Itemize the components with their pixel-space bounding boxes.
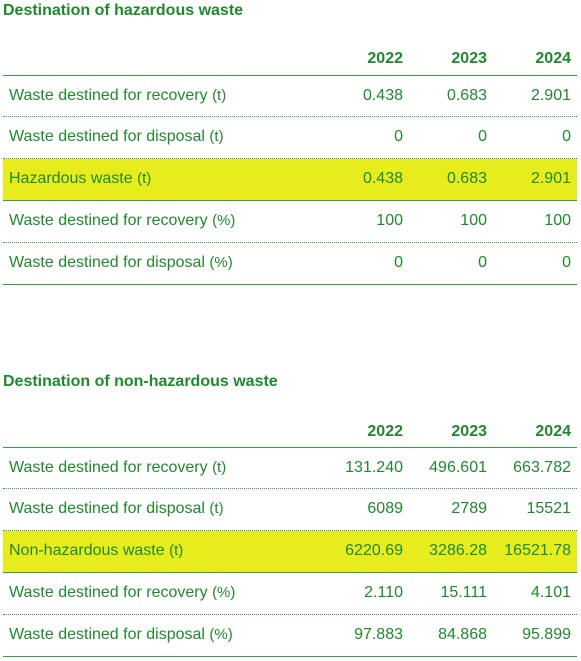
year-header: 2023: [451, 423, 487, 440]
total-row: Non-hazardous waste (t) 6220.69 3286.28 …: [3, 531, 577, 573]
cell-2024: 15521: [526, 500, 572, 517]
table-row: Waste destined for disposal (t) 6089 278…: [3, 489, 577, 531]
row-unit: (t): [212, 87, 227, 104]
cell-2024: 100: [544, 212, 571, 229]
non-hazardous-waste-table: Waste destined for recovery (t) 131.240 …: [3, 447, 577, 657]
table-row: Waste destined for recovery (t) 0.438 0.…: [3, 75, 577, 117]
row-unit: (t): [169, 542, 184, 559]
row-unit: (t): [209, 500, 224, 517]
hazardous-waste-table: Waste destined for recovery (t) 0.438 0.…: [3, 75, 577, 285]
table-row: Waste destined for recovery (t) 131.240 …: [3, 447, 577, 489]
cell-2022: 0.438: [362, 87, 403, 104]
cell-2022: 2.110: [364, 584, 403, 601]
row-label: Waste destined for recovery (t): [9, 87, 227, 104]
cell-2022: 0: [394, 128, 403, 145]
row-label: Waste destined for recovery (t): [9, 459, 227, 476]
cell-2022: 6220.69: [345, 542, 403, 559]
table-row: Waste destined for disposal (%) 0 0 0: [3, 243, 577, 285]
cell-2022: 6089: [367, 500, 403, 517]
row-unit: (t): [209, 128, 224, 145]
row-label: Waste destined for disposal (%): [9, 626, 233, 643]
year-header: 2022: [367, 50, 403, 67]
year-header: 2024: [535, 50, 571, 67]
row-label: Waste destined for recovery (%): [9, 584, 236, 601]
cell-2022: 0.438: [362, 170, 403, 187]
cell-2024: 2.901: [530, 170, 571, 187]
table-row: Waste destined for recovery (%) 100 100 …: [3, 201, 577, 243]
row-unit: (%): [209, 254, 233, 271]
year-header: 2023: [451, 50, 487, 67]
row-unit: (%): [209, 626, 233, 643]
total-row: Hazardous waste (t) 0.438 0.683 2.901: [3, 159, 577, 201]
row-label: Waste destined for disposal (%): [9, 254, 233, 271]
cell-2023: 84.868: [438, 626, 487, 643]
year-header: 2024: [535, 423, 571, 440]
row-label: Waste destined for disposal (t): [9, 500, 224, 517]
cell-2023: 0.683: [446, 87, 487, 104]
cell-2024: 16521.78: [504, 542, 571, 559]
cell-2023: 496.601: [429, 459, 487, 476]
year-header: 2022: [367, 423, 403, 440]
year-header-row: 2022 2023 2024: [0, 423, 581, 449]
cell-2024: 663.782: [513, 459, 571, 476]
section-title: Destination of non-hazardous waste: [3, 373, 278, 390]
cell-2024: 2.901: [530, 87, 571, 104]
cell-2023: 15.111: [440, 584, 487, 601]
table-row: Waste destined for recovery (%) 2.110 15…: [3, 573, 577, 615]
cell-2024: 4.101: [530, 584, 571, 601]
cell-2023: 2789: [451, 500, 487, 517]
cell-2024: 95.899: [522, 626, 571, 643]
cell-2022: 97.883: [354, 626, 403, 643]
row-unit: (t): [212, 459, 227, 476]
row-unit: (%): [212, 584, 236, 601]
section-title: Destination of hazardous waste: [3, 2, 244, 19]
cell-2023: 3286.28: [429, 542, 487, 559]
cell-2022: 131.240: [345, 459, 403, 476]
table-row: Waste destined for disposal (%) 97.883 8…: [3, 615, 577, 657]
cell-2024: 0: [562, 254, 571, 271]
cell-2023: 0: [478, 128, 487, 145]
row-unit: (%): [212, 212, 236, 229]
cell-2022: 100: [376, 212, 403, 229]
row-unit: (t): [137, 170, 152, 187]
cell-2023: 0.683: [446, 170, 487, 187]
row-label: Waste destined for disposal (t): [9, 128, 224, 145]
table-row: Waste destined for disposal (t) 0 0 0: [3, 117, 577, 159]
year-header-row: 2022 2023 2024: [0, 50, 581, 76]
cell-2022: 0: [394, 254, 403, 271]
row-label: Waste destined for recovery (%): [9, 212, 236, 229]
cell-2023: 100: [460, 212, 487, 229]
row-label: Non-hazardous waste (t): [9, 542, 184, 559]
row-label: Hazardous waste (t): [9, 170, 152, 187]
cell-2023: 0: [478, 254, 487, 271]
cell-2024: 0: [562, 128, 571, 145]
